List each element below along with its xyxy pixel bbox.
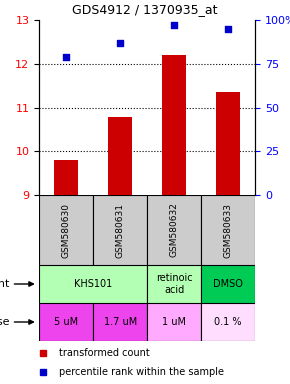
Bar [147, 265, 201, 303]
Bar [201, 303, 255, 341]
Text: GSM580630: GSM580630 [62, 202, 71, 258]
Text: GSM580631: GSM580631 [116, 202, 125, 258]
Text: 1.7 uM: 1.7 uM [104, 317, 137, 327]
Point [64, 54, 68, 60]
Text: GSM580633: GSM580633 [224, 202, 233, 258]
Bar [147, 303, 201, 341]
Bar [162, 55, 186, 195]
Text: retinoic
acid: retinoic acid [156, 273, 193, 295]
Point [226, 26, 231, 32]
Point [118, 40, 122, 46]
Text: DMSO: DMSO [213, 279, 243, 289]
Text: percentile rank within the sample: percentile rank within the sample [59, 367, 224, 377]
Bar [108, 117, 132, 195]
Bar [93, 195, 147, 265]
Text: agent: agent [0, 279, 10, 289]
Bar [39, 195, 93, 265]
Text: 5 uM: 5 uM [54, 317, 78, 327]
Text: dose: dose [0, 317, 10, 327]
Bar [39, 303, 93, 341]
Bar [201, 265, 255, 303]
Bar [93, 303, 147, 341]
Text: 1 uM: 1 uM [162, 317, 186, 327]
Text: transformed count: transformed count [59, 348, 149, 358]
Bar [54, 160, 78, 195]
Text: GSM580632: GSM580632 [170, 203, 179, 257]
Bar [39, 265, 147, 303]
Point [172, 22, 177, 28]
Bar [216, 92, 240, 195]
Bar [201, 195, 255, 265]
Bar [147, 195, 201, 265]
Text: 0.1 %: 0.1 % [214, 317, 242, 327]
Text: KHS101: KHS101 [74, 279, 112, 289]
Text: GDS4912 / 1370935_at: GDS4912 / 1370935_at [72, 3, 218, 17]
